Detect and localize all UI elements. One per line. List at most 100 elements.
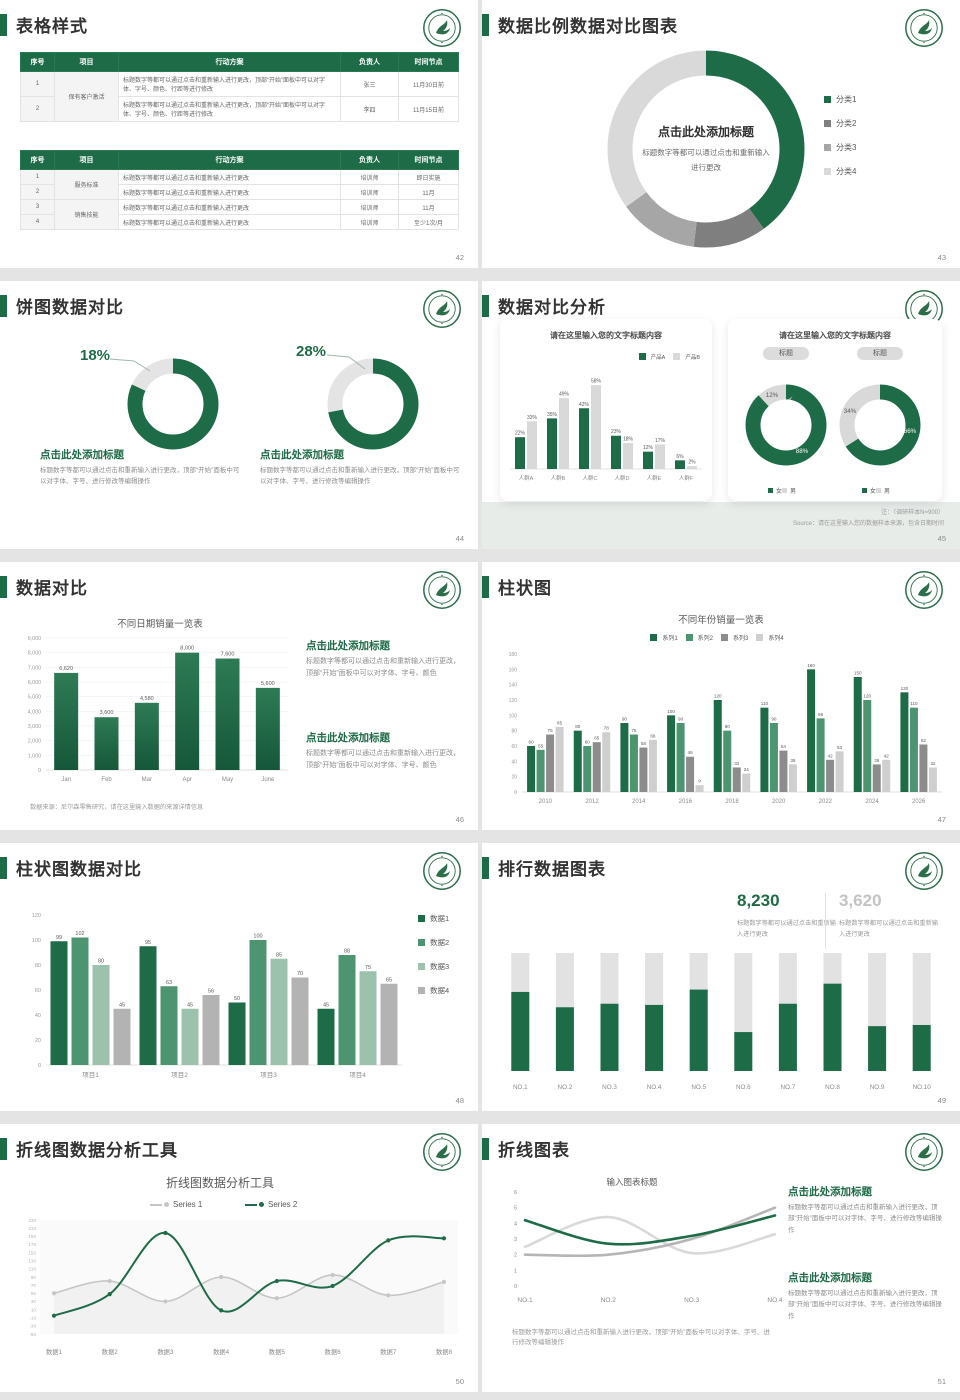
legend-item: 数据2: [418, 937, 449, 948]
chart-title: 输入图表标题: [606, 1177, 658, 1187]
svg-text:140: 140: [509, 683, 518, 689]
series-legend: 数据1 数据2 数据3 数据4: [418, 913, 449, 1009]
table-header-cell: 行动方案: [118, 52, 341, 72]
rank-fill-bar-chart: NO.1 NO.2 NO.3 NO.4 NO.5 NO.6 NO.7 NO.8 NO.9 NO.1…: [511, 953, 931, 1091]
page-number: 42: [455, 253, 464, 262]
svg-text:NO.2: NO.2: [558, 1084, 573, 1091]
svg-text:2010: 2010: [539, 799, 553, 805]
svg-text:5,000: 5,000: [28, 695, 41, 701]
chart-card-bars: 请在这里输入您的文字标题内容 产品A 产品B 22% 33% 人群A 35% 49% 人群B…: [500, 319, 712, 501]
background-band: [482, 502, 960, 549]
block-heading: 点击此处添加标题: [306, 640, 390, 652]
svg-text:36: 36: [874, 758, 880, 763]
svg-text:32: 32: [930, 761, 936, 766]
svg-text:May: May: [222, 777, 233, 783]
slide-42-table-styles[interactable]: 表格样式 序号 项目 行动方案 负责人 时间节点 1 保有客户激活 标题数字等都可以通过点击和…: [0, 0, 478, 268]
svg-text:130: 130: [28, 1259, 36, 1264]
slide-title: 折线图数据分析工具: [16, 1141, 178, 1160]
page-number: 51: [937, 1377, 946, 1386]
slide-51-line-chart[interactable]: 折线图表 输入图表标题 6 5 4 3 2 1 0 NO.1 NO.2 NO.3 NO.4 标题数字…: [482, 1124, 960, 1392]
stat-value-gray: 3,620: [839, 891, 882, 910]
svg-text:4: 4: [514, 1221, 517, 1227]
legend-item: 分类1: [824, 94, 856, 105]
svg-text:42: 42: [884, 753, 890, 758]
svg-text:34%: 34%: [844, 408, 857, 415]
slide-44-pie-compare[interactable]: 饼图数据对比 18% 点击此处添加标题 标题数字等都可以通过点击和重新输入进行更…: [0, 281, 478, 549]
svg-text:23%: 23%: [611, 429, 622, 435]
svg-text:数据6: 数据6: [325, 1347, 342, 1356]
svg-text:数据1: 数据1: [46, 1347, 63, 1356]
svg-text:110: 110: [910, 701, 918, 706]
source-caption: 数据来源：尼尔森零售研究，请在这里输入数据的来源详情信息: [30, 804, 204, 811]
chart-card-donuts: 请在这里输入您的文字标题内容 标题 标题 12% 88% 34% 66% 女男 女男: [728, 319, 942, 501]
table-header-cell: 项目: [54, 150, 119, 170]
slide-48-bar-compare[interactable]: 柱状图数据对比 120 100 80 60 40 20 0 99 102 80 45 项目1 95 63 4…: [0, 843, 478, 1111]
legend-swatch: [418, 939, 425, 946]
svg-text:90: 90: [622, 717, 628, 722]
svg-text:210: 210: [28, 1226, 36, 1231]
svg-text:2,000: 2,000: [28, 739, 41, 745]
svg-text:0: 0: [38, 768, 41, 774]
svg-text:-10: -10: [29, 1316, 36, 1321]
slide-title: 表格样式: [16, 17, 88, 36]
title-accent-bar: [0, 857, 7, 879]
slide-46-sales-bars[interactable]: 数据对比 不同日期销量一览表 9,000 8,000 7,000 6,000 5,000…: [0, 562, 478, 830]
svg-text:6,000: 6,000: [28, 680, 41, 686]
slide-47-yearly-bars[interactable]: 柱状图 不同年份销量一览表 系列1 系列2 系列3 系列4 180 160 140 120 1…: [482, 562, 960, 830]
svg-text:50: 50: [31, 1291, 37, 1296]
slide-45-data-analysis[interactable]: 数据对比分析 请在这里输入您的文字标题内容 产品A 产品B 22% 33% 人群A 35…: [482, 281, 960, 549]
slide-50-line-analysis[interactable]: 折线图数据分析工具 折线图数据分析工具 Series 1 Series 2 23…: [0, 1124, 478, 1392]
action-plan-table-1: 序号 项目 行动方案 负责人 时间节点 1 保有客户激活 标题数字等都可以通过点击和重新输入进…: [20, 52, 459, 122]
svg-text:0: 0: [38, 1063, 41, 1069]
svg-text:110: 110: [29, 1267, 37, 1272]
svg-text:96: 96: [818, 712, 824, 717]
legend-item: 分类4: [824, 166, 856, 177]
legend-swatch: [638, 353, 646, 360]
slide-49-ranking[interactable]: 排行数据图表 8,230 标题数字等都可以通过点击和重新输入进行更改 3,620…: [482, 843, 960, 1111]
svg-text:24: 24: [744, 767, 750, 772]
table-row: 3 销售技能 标题数字等都可以通过点击和重新输入进行更改 培训师 11月: [20, 199, 459, 230]
svg-text:2026: 2026: [912, 799, 926, 805]
svg-text:75: 75: [631, 728, 637, 733]
legend-item: 女: [862, 488, 876, 495]
slide-43-donut-proportion[interactable]: 数据比例数据对比图表 点击此处添加标题 标题数字等都可以通过点击和重新输入进行更…: [482, 0, 960, 268]
slide-title: 数据对比: [16, 579, 88, 598]
donut-center-subtitle: 标题数字等都可以通过点击和重新输入进行更改: [642, 148, 770, 172]
divider: [825, 893, 826, 949]
svg-text:160: 160: [509, 667, 518, 673]
svg-text:NO.5: NO.5: [691, 1084, 706, 1091]
legend-swatch: [824, 144, 831, 151]
svg-text:65: 65: [386, 977, 392, 983]
svg-text:June: June: [261, 777, 275, 783]
svg-text:100: 100: [667, 709, 675, 714]
svg-text:NO.9: NO.9: [870, 1084, 885, 1091]
svg-text:45: 45: [187, 1002, 193, 1008]
legend-series1: Series 1: [150, 1200, 202, 1209]
svg-text:68: 68: [650, 733, 656, 738]
legend-item: 数据1: [418, 913, 449, 924]
svg-text:Jan: Jan: [61, 777, 71, 783]
svg-text:85: 85: [276, 952, 282, 958]
card-title: 请在这里输入您的文字标题内容: [550, 331, 662, 340]
chart-caption: 标题数字等都可以通过点击和重新输入进行更改，顶部“开始”面板中可以对字体、字号、…: [512, 1329, 770, 1347]
legend-item: 女: [768, 488, 782, 495]
svg-text:项目2: 项目2: [171, 1071, 188, 1079]
svg-text:项目3: 项目3: [260, 1071, 277, 1079]
callout-line: [326, 354, 366, 370]
svg-text:45: 45: [323, 1002, 329, 1008]
svg-text:150: 150: [28, 1250, 36, 1255]
school-seal-logo: [904, 851, 944, 891]
legend-item: 产品A: [638, 353, 665, 361]
svg-text:NO.1: NO.1: [517, 1297, 533, 1304]
pie-chart-18: [127, 358, 219, 450]
svg-text:2024: 2024: [865, 799, 879, 805]
legend-item: 系列1: [650, 633, 678, 642]
svg-text:3,000: 3,000: [28, 724, 41, 730]
block-body: 标题数字等都可以通过点击和重新输入进行更改，顶部“开始”面板中可以对字体、字号、…: [306, 658, 460, 678]
svg-text:数据3: 数据3: [157, 1347, 174, 1356]
svg-text:NO.7: NO.7: [781, 1084, 796, 1091]
page-number: 48: [455, 1096, 464, 1105]
line-swatch: [245, 1203, 257, 1206]
title-accent-bar: [482, 857, 489, 879]
legend-item: 男: [876, 488, 890, 495]
